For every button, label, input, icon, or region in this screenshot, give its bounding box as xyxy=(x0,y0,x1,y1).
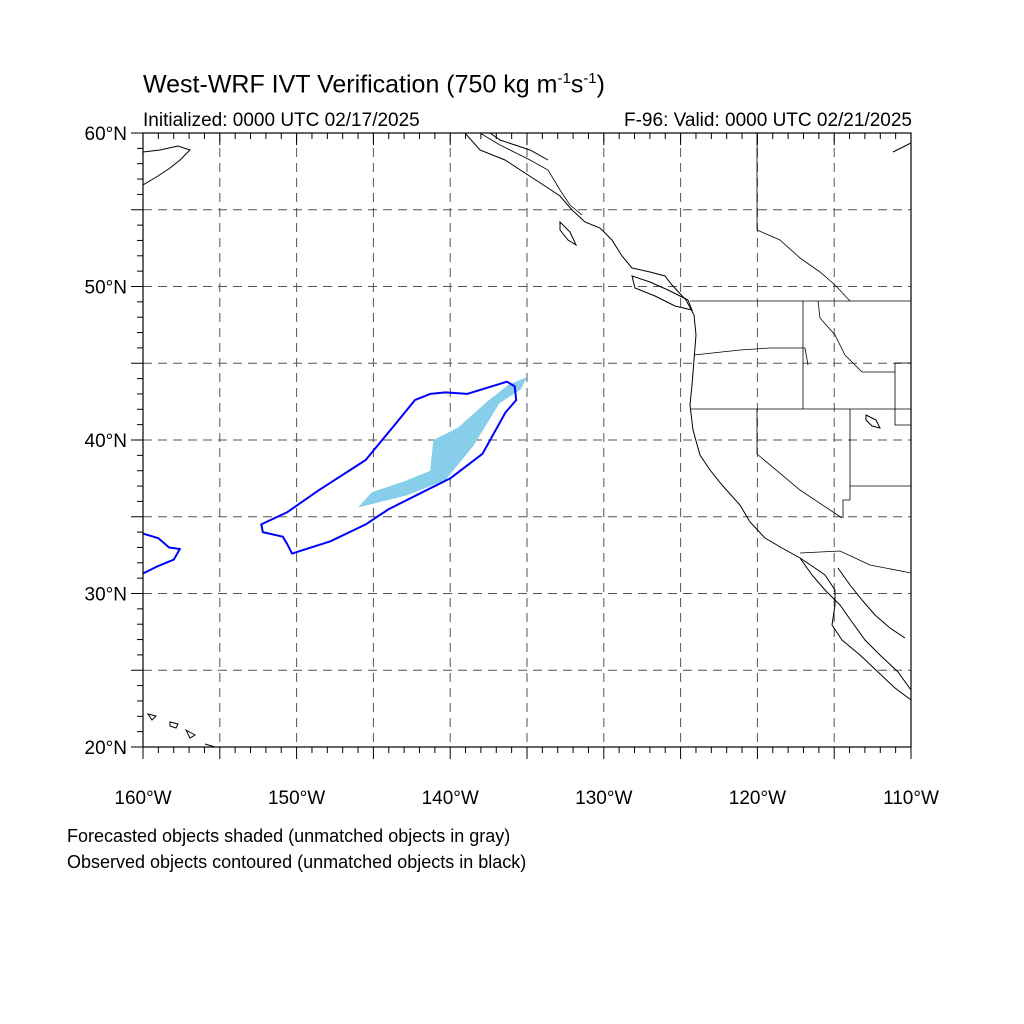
lat-label: 20°N xyxy=(85,738,127,759)
coastline-haida-gwaii xyxy=(559,220,578,247)
map-frame xyxy=(142,132,912,748)
coastline-hawaii xyxy=(146,713,216,747)
lon-label: 140°W xyxy=(422,788,479,809)
coastline-vancouver-island xyxy=(631,275,693,311)
forecast-objects xyxy=(358,377,527,508)
coastline-alaska xyxy=(143,145,191,186)
lat-label: 40°N xyxy=(85,431,127,452)
border-us-mexico xyxy=(799,550,911,574)
political-borders xyxy=(479,133,911,574)
border-wa-or xyxy=(693,347,809,366)
lon-label: 150°W xyxy=(268,788,325,809)
coastline-west-coast xyxy=(464,133,911,701)
lat-lon-grid xyxy=(143,133,911,747)
border-wy xyxy=(894,363,911,426)
border-ca-nv xyxy=(756,409,843,519)
longitude-labels: 160°W 150°W 140°W 130°W 120°W 110°W xyxy=(114,788,939,809)
valid-time: F-96: Valid: 0000 UTC 02/21/2025 xyxy=(624,110,912,131)
map-title: West-WRF IVT Verification (750 kg m-1s-1… xyxy=(143,70,605,99)
coastlines xyxy=(143,133,911,747)
initialized-time: Initialized: 0000 UTC 02/17/2025 xyxy=(143,110,420,131)
caption-observed: Observed objects contoured (unmatched ob… xyxy=(67,852,527,872)
lon-label: 160°W xyxy=(114,788,171,809)
forecast-object xyxy=(358,377,527,508)
axis-ticks xyxy=(131,132,912,759)
lon-label: 110°W xyxy=(883,788,939,809)
caption-forecast: Forecasted objects shaded (unmatched obj… xyxy=(67,826,511,846)
border-nv-ut xyxy=(842,409,851,518)
observed-objects xyxy=(143,380,518,575)
lat-label: 60°N xyxy=(85,124,127,145)
border-id-mt xyxy=(817,300,895,373)
coastline-alaska-east xyxy=(489,133,549,161)
coastline-great-salt-lake xyxy=(865,414,881,429)
border-bc-ab xyxy=(756,229,851,302)
observed-contour xyxy=(143,532,181,575)
lon-label: 120°W xyxy=(729,788,786,809)
border-canada-alaska xyxy=(479,133,583,216)
observed-contour xyxy=(260,380,518,555)
lat-label: 30°N xyxy=(85,585,127,606)
coastline-baja xyxy=(799,557,911,691)
latitude-labels: 20°N 30°N 40°N 50°N 60°N xyxy=(85,124,127,759)
coastline-gulf-california xyxy=(837,567,906,639)
coastline-ne-fragment xyxy=(892,142,911,153)
lat-label: 50°N xyxy=(85,278,127,299)
lon-label: 130°W xyxy=(575,788,632,809)
